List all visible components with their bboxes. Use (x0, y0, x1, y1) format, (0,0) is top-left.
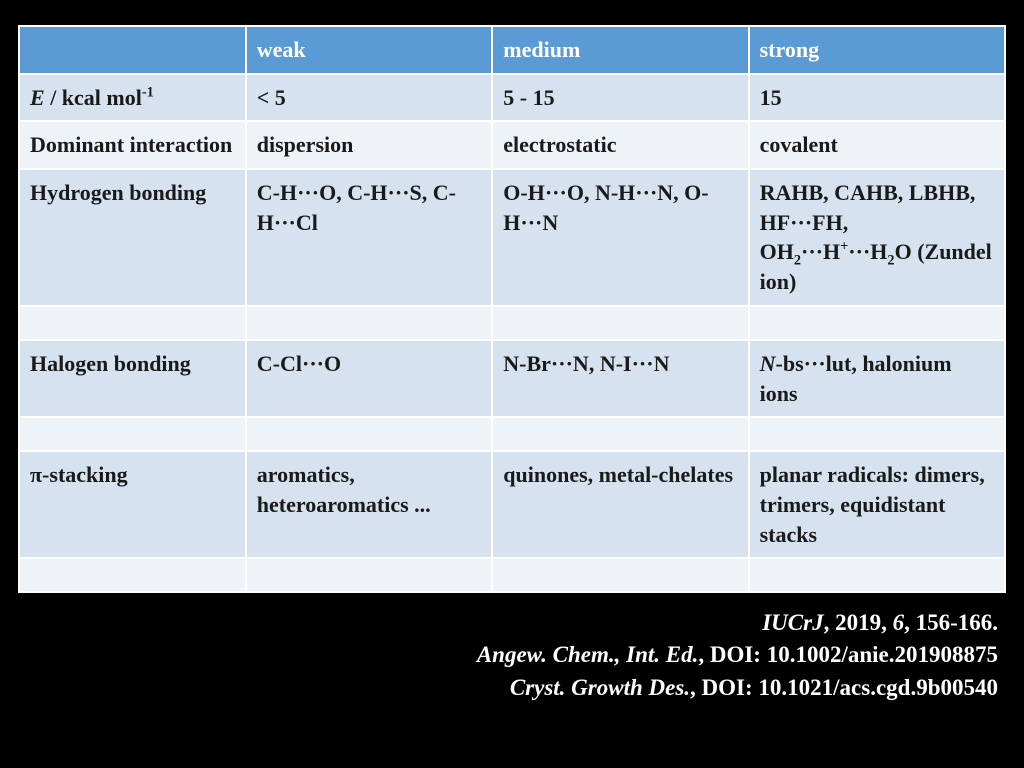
header-medium: medium (492, 26, 748, 74)
table-cell: electrostatic (492, 121, 748, 169)
table-cell: planar radicals: dimers, trimers, equidi… (749, 451, 1005, 558)
table-row: Dominant interactiondispersionelectrosta… (19, 121, 1005, 169)
header-weak: weak (246, 26, 493, 74)
table-cell (749, 417, 1005, 451)
table-cell (246, 306, 493, 340)
table-row (19, 306, 1005, 340)
table-cell: RAHB, CAHB, LBHB, HF···FH, OH2···H+···H2… (749, 169, 1005, 306)
table-cell (492, 306, 748, 340)
table-cell: N-Br···N, N-I···N (492, 340, 748, 417)
table-cell (492, 417, 748, 451)
table-cell: dispersion (246, 121, 493, 169)
table-body: E / kcal mol-1< 55 - 1515Dominant intera… (19, 74, 1005, 593)
table-cell: < 5 (246, 74, 493, 122)
table-cell: Dominant interaction (19, 121, 246, 169)
table-header-row: weak medium strong (19, 26, 1005, 74)
table-cell: quinones, metal-chelates (492, 451, 748, 558)
citation-line: Cryst. Growth Des., DOI: 10.1021/acs.cgd… (18, 672, 998, 704)
table-cell: O-H···O, N-H···N, O-H···N (492, 169, 748, 306)
table-cell (19, 306, 246, 340)
header-strong: strong (749, 26, 1005, 74)
table-cell: C-H···O, C-H···S, C-H···Cl (246, 169, 493, 306)
table-cell: π-stacking (19, 451, 246, 558)
citation-line: Angew. Chem., Int. Ed., DOI: 10.1002/ani… (18, 639, 998, 671)
table-cell (492, 558, 748, 592)
slide-container: weak medium strong E / kcal mol-1< 55 - … (0, 0, 1024, 768)
table-cell: 15 (749, 74, 1005, 122)
table-cell: aromatics, heteroaromatics ... (246, 451, 493, 558)
table-cell: N-bs···lut, halonium ions (749, 340, 1005, 417)
table-cell (749, 558, 1005, 592)
table-row: π-stackingaromatics, heteroaromatics ...… (19, 451, 1005, 558)
table-row: Halogen bondingC-Cl···ON-Br···N, N-I···N… (19, 340, 1005, 417)
header-blank (19, 26, 246, 74)
table-cell: covalent (749, 121, 1005, 169)
table-row: Hydrogen bondingC-H···O, C-H···S, C-H···… (19, 169, 1005, 306)
table-cell (246, 558, 493, 592)
citations-block: IUCrJ, 2019, 6, 156-166.Angew. Chem., In… (18, 607, 1006, 704)
citation-line: IUCrJ, 2019, 6, 156-166. (18, 607, 998, 639)
table-cell: Hydrogen bonding (19, 169, 246, 306)
table-cell (19, 417, 246, 451)
table-row (19, 417, 1005, 451)
table-cell (749, 306, 1005, 340)
table-cell: 5 - 15 (492, 74, 748, 122)
table-cell: Halogen bonding (19, 340, 246, 417)
table-row: E / kcal mol-1< 55 - 1515 (19, 74, 1005, 122)
table-cell: E / kcal mol-1 (19, 74, 246, 122)
table-cell (19, 558, 246, 592)
table-cell: C-Cl···O (246, 340, 493, 417)
interaction-strength-table: weak medium strong E / kcal mol-1< 55 - … (18, 25, 1006, 593)
table-row (19, 558, 1005, 592)
table-cell (246, 417, 493, 451)
